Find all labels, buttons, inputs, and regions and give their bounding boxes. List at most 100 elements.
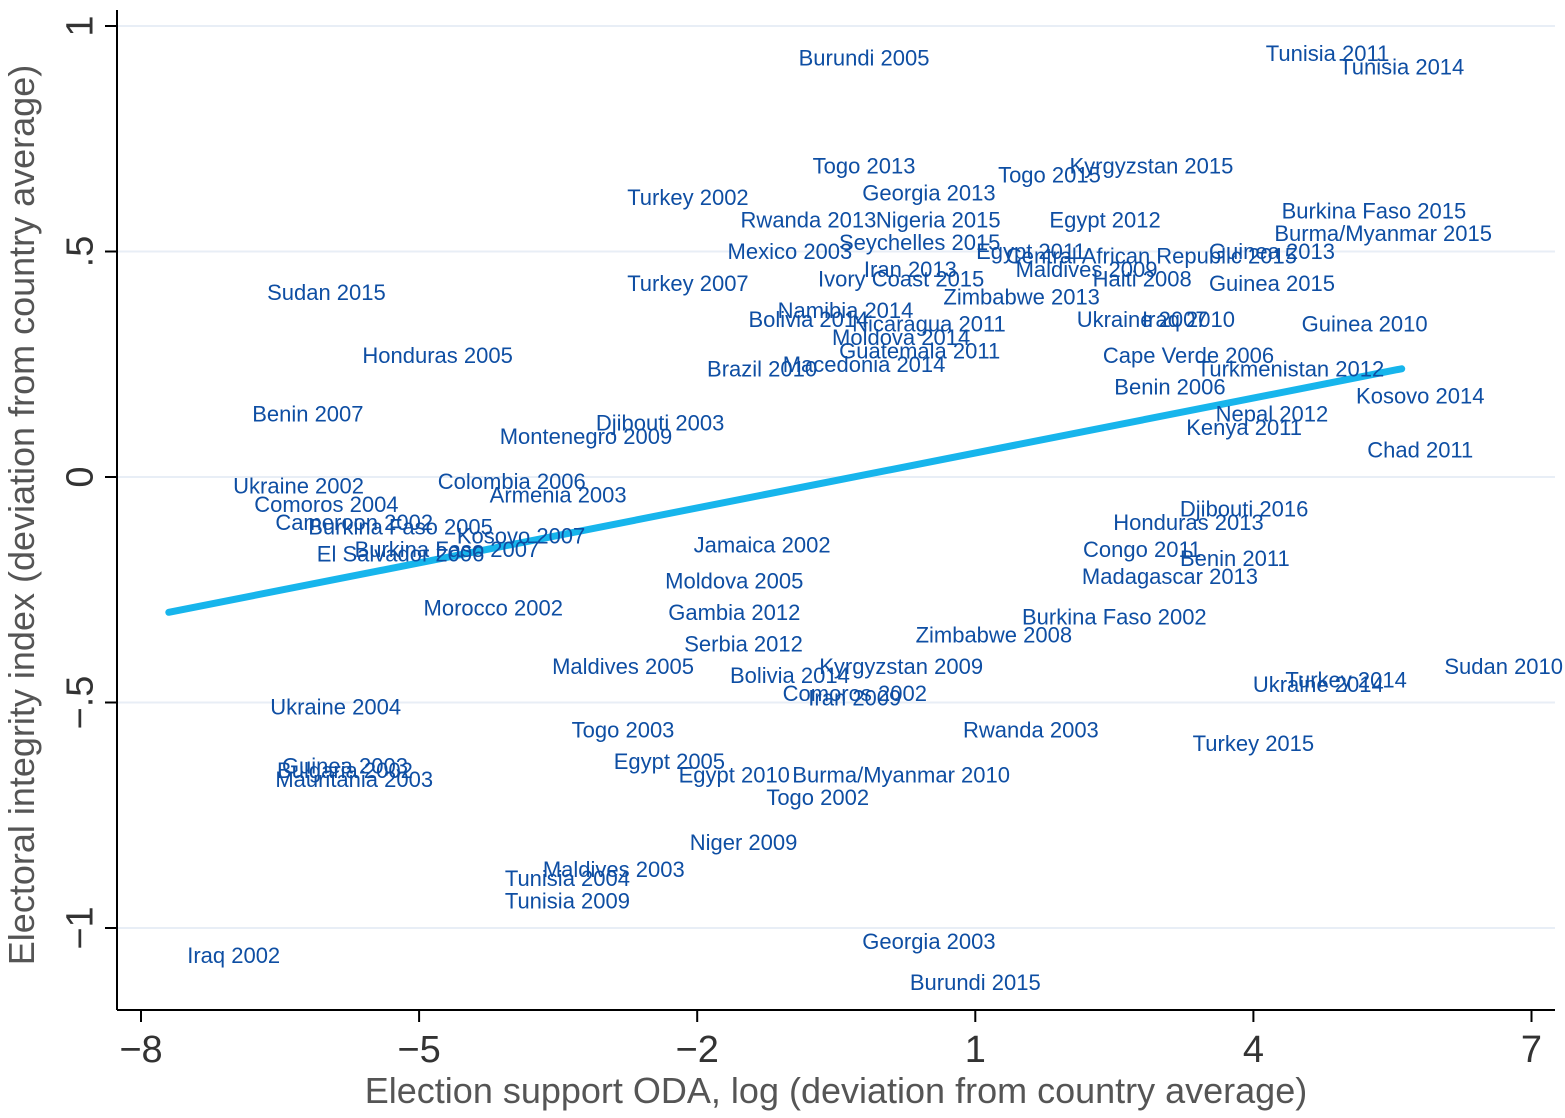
point-label: Ukraine 2014 bbox=[1253, 672, 1384, 697]
point-label: Serbia 2012 bbox=[684, 632, 803, 657]
point-label: Mauritania 2003 bbox=[275, 767, 433, 792]
point-label: Ukraine 2007 bbox=[1077, 307, 1208, 332]
point-label: Madagascar 2013 bbox=[1082, 564, 1258, 589]
point-label: Haiti 2008 bbox=[1093, 266, 1192, 291]
point-label: Guinea 2013 bbox=[1209, 239, 1335, 264]
point-label: Nigeria 2015 bbox=[876, 208, 1001, 233]
point-label: Burundi 2005 bbox=[799, 45, 930, 70]
point-label: Maldives 2009 bbox=[1016, 257, 1158, 282]
y-tick-label: 0 bbox=[59, 466, 101, 487]
point-label: Cape Verde 2006 bbox=[1103, 343, 1274, 368]
point-label: Guinea 2003 bbox=[282, 753, 408, 778]
point-label: Burkina Faso 2007 bbox=[355, 537, 540, 562]
point-label: Iran 2009 bbox=[808, 686, 901, 711]
point-label: Ukraine 2004 bbox=[270, 695, 401, 720]
point-label: Cameroon 2002 bbox=[275, 510, 433, 535]
point-label: Honduras 2013 bbox=[1113, 510, 1263, 535]
point-label: Kyrgyzstan 2009 bbox=[819, 654, 983, 679]
point-label: Turkey 2007 bbox=[627, 271, 748, 296]
point-label: Mexico 2003 bbox=[728, 239, 853, 264]
point-label: Chad 2011 bbox=[1367, 438, 1473, 463]
y-tick-label: −.5 bbox=[59, 676, 101, 730]
point-label: Tunisia 2011 bbox=[1266, 41, 1390, 66]
y-axis-title: Electoral integrity index (deviation fro… bbox=[1, 65, 42, 965]
point-label: Zimbabwe 2008 bbox=[916, 623, 1073, 648]
point-label: Armenia 2003 bbox=[490, 483, 627, 508]
point-label: Rwanda 2003 bbox=[963, 717, 1099, 742]
point-label: Burundi 2015 bbox=[910, 970, 1041, 995]
x-tick-label: −5 bbox=[397, 1029, 440, 1071]
point-label: Zimbabwe 2013 bbox=[943, 284, 1100, 309]
point-label: Central African Republic 2015 bbox=[1006, 244, 1297, 269]
fit-line-layer bbox=[165, 365, 1406, 616]
point-label: Sudan 2015 bbox=[267, 280, 386, 305]
point-label: Guinea 2015 bbox=[1209, 271, 1335, 296]
fit-line bbox=[165, 365, 1406, 616]
point-label: Burkina Faso 2005 bbox=[308, 514, 493, 539]
point-label: Burma/Myanmar 2015 bbox=[1274, 221, 1492, 246]
point-label: Tunisia 2004 bbox=[505, 866, 630, 891]
point-label: Guatemala 2011 bbox=[839, 338, 1000, 363]
point-label: Jamaica 2002 bbox=[694, 532, 831, 557]
point-label: Egypt 2010 bbox=[679, 762, 790, 787]
point-label: Bolivia 2014 bbox=[749, 307, 869, 332]
y-tick-label: .5 bbox=[59, 236, 101, 268]
point-label: Kosovo 2007 bbox=[457, 523, 585, 548]
point-label: Congo 2011 bbox=[1083, 537, 1201, 562]
point-label: Bolivia 2014 bbox=[730, 663, 850, 688]
point-label: Togo 2013 bbox=[813, 154, 916, 179]
point-label: Sudan 2010 bbox=[1444, 654, 1563, 679]
point-label: Macedonia 2014 bbox=[783, 352, 946, 377]
point-label: El Salvador 2006 bbox=[317, 541, 485, 566]
point-label: Bulgaria 2002 bbox=[277, 758, 413, 783]
point-label: Egypt 2011 bbox=[976, 239, 1086, 264]
point-label: Iraq 2010 bbox=[1142, 307, 1235, 332]
point-label: Turkmenistan 2012 bbox=[1197, 356, 1385, 381]
point-label: Kosovo 2014 bbox=[1356, 384, 1484, 409]
point-label: Montenegro 2009 bbox=[500, 424, 672, 449]
x-tick-label: 4 bbox=[1243, 1029, 1264, 1071]
point-label: Honduras 2005 bbox=[362, 343, 512, 368]
axes: −1 −.5 0 .5 1 −8 −5 −2 1 4 7 bbox=[59, 10, 1555, 1071]
x-tick-label: 7 bbox=[1521, 1029, 1542, 1071]
point-label: Ivory Coast 2015 bbox=[818, 266, 984, 291]
point-label: Burkina Faso 2002 bbox=[1022, 605, 1207, 630]
point-label: Seychelles 2015 bbox=[839, 230, 1000, 255]
point-label: Benin 2007 bbox=[252, 402, 363, 427]
point-label: Guinea 2010 bbox=[1302, 311, 1428, 336]
point-label: Rwanda 2013 bbox=[741, 208, 877, 233]
x-tick-label: −2 bbox=[676, 1029, 719, 1071]
point-label: Togo 2002 bbox=[766, 785, 869, 810]
x-ticks: −8 −5 −2 1 4 7 bbox=[119, 1010, 1542, 1071]
point-label: Gambia 2012 bbox=[668, 600, 800, 625]
point-label: Namibia 2014 bbox=[778, 298, 914, 323]
point-label: Turkey 2014 bbox=[1285, 668, 1406, 693]
point-label: Benin 2011 bbox=[1180, 546, 1290, 571]
point-label: Nicaragua 2011 bbox=[852, 311, 1006, 336]
x-axis-title: Election support ODA, log (deviation fro… bbox=[365, 1070, 1307, 1111]
point-label: Tunisia 2009 bbox=[505, 889, 630, 914]
point-label: Georgia 2013 bbox=[862, 181, 995, 206]
point-label: Togo 2003 bbox=[572, 717, 675, 742]
point-label: Burma/Myanmar 2010 bbox=[792, 762, 1010, 787]
point-label: Djibouti 2003 bbox=[596, 411, 724, 436]
y-tick-label: 1 bbox=[59, 15, 101, 36]
point-label: Iran 2013 bbox=[864, 257, 957, 282]
point-label: Maldives 2003 bbox=[543, 857, 685, 882]
point-label: Egypt 2012 bbox=[1049, 208, 1160, 233]
point-label: Maldives 2005 bbox=[552, 654, 694, 679]
point-label: Tunisia 2014 bbox=[1339, 54, 1464, 79]
y-ticks: −1 −.5 0 .5 1 bbox=[59, 15, 117, 950]
point-label: Kyrgyzstan 2015 bbox=[1069, 154, 1233, 179]
point-label: Kenya 2011 bbox=[1186, 415, 1302, 440]
point-label: Comoros 2002 bbox=[783, 681, 927, 706]
point-label: Colombia 2006 bbox=[438, 469, 586, 494]
x-tick-label: 1 bbox=[965, 1029, 986, 1071]
point-label: Comoros 2004 bbox=[254, 492, 398, 517]
point-label: Iraq 2002 bbox=[187, 943, 280, 968]
point-label: Brazil 2010 bbox=[707, 356, 817, 381]
point-label: Egypt 2005 bbox=[614, 749, 725, 774]
y-tick-label: −1 bbox=[59, 906, 101, 949]
